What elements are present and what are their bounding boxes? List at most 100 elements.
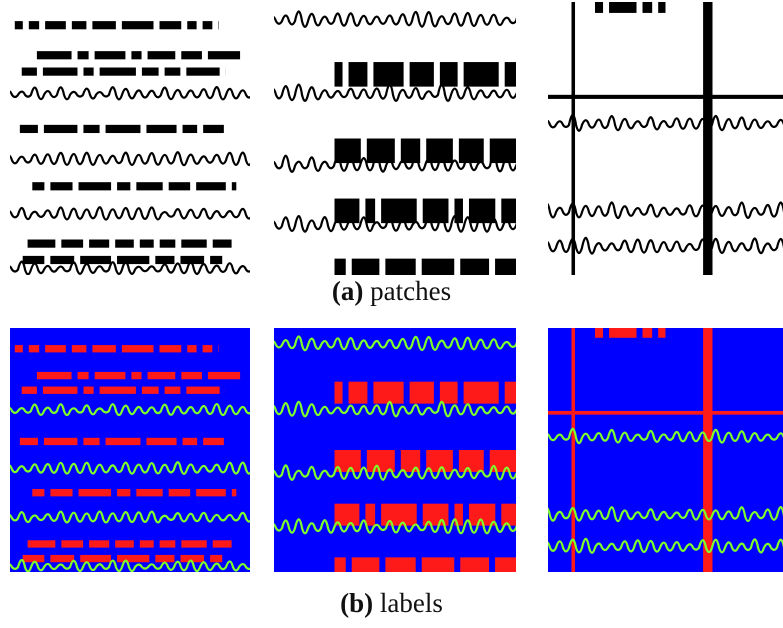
printed-word: [44, 125, 78, 133]
printed-word: [131, 372, 141, 379]
printed-word: [146, 125, 176, 133]
printed-word: [92, 21, 115, 29]
printed-word: [95, 51, 126, 59]
printed-word: [232, 182, 236, 190]
printed-word: [349, 62, 368, 87]
printed-word: [381, 199, 417, 224]
caption-a: (a) patches: [0, 276, 783, 307]
form-line: [548, 95, 783, 99]
caption-b: (b) labels: [0, 588, 783, 619]
printed-word: [160, 240, 176, 248]
printed-word: [45, 345, 66, 352]
patch-background: [10, 2, 250, 275]
printed-word: [122, 21, 154, 29]
printed-word: [196, 489, 226, 496]
form-line: [703, 2, 712, 275]
printed-word: [61, 540, 83, 547]
caption-text: labels: [380, 588, 443, 618]
printed-word: [208, 372, 240, 379]
printed-word: [37, 51, 72, 59]
printed-word: [658, 2, 665, 13]
patch: [269, 2, 529, 283]
printed-word: [115, 540, 134, 547]
printed-word: [117, 256, 149, 264]
printed-word: [459, 139, 484, 164]
patch-content: [5, 2, 265, 275]
printed-word: [32, 489, 44, 496]
patch-background: [10, 328, 250, 572]
printed-word: [160, 345, 182, 352]
form-line: [703, 328, 712, 572]
printed-word: [208, 51, 240, 59]
printed-word: [106, 125, 141, 133]
caption-text: patches: [370, 276, 451, 306]
printed-word: [32, 182, 44, 190]
printed-word: [155, 555, 174, 562]
printed-word: [181, 240, 206, 248]
printed-word: [140, 540, 154, 547]
printed-word: [373, 382, 403, 404]
printed-word: [464, 382, 499, 404]
printed-word: [459, 450, 484, 472]
printed-word: [100, 387, 136, 394]
printed-word: [136, 182, 162, 190]
printed-word: [89, 540, 109, 547]
printed-word: [28, 540, 56, 547]
printed-word: [505, 382, 516, 404]
patch: [543, 328, 783, 572]
printed-word: [335, 382, 343, 404]
printed-word: [203, 21, 213, 29]
printed-word: [80, 555, 111, 562]
printed-word: [20, 125, 38, 133]
printed-word: [183, 438, 198, 445]
printed-word: [186, 68, 219, 76]
form-line: [572, 328, 576, 572]
printed-word: [349, 382, 368, 404]
printed-word: [115, 240, 134, 248]
printed-word: [181, 540, 206, 547]
printed-word: [148, 372, 176, 379]
printed-word: [50, 256, 74, 264]
printed-word: [28, 240, 56, 248]
printed-word: [181, 51, 202, 59]
printed-word: [165, 387, 181, 394]
printed-word: [43, 387, 78, 394]
printed-word: [142, 387, 159, 394]
patch-background: [548, 328, 783, 572]
form-line: [548, 411, 783, 415]
printed-word: [609, 328, 636, 338]
printed-word: [183, 125, 198, 133]
printed-word: [203, 438, 224, 445]
printed-word: [352, 557, 380, 579]
printed-word: [43, 68, 78, 76]
printed-word: [495, 557, 516, 579]
patch: [5, 328, 265, 572]
printed-word: [50, 182, 72, 190]
figure: (a) patches (b) labels: [0, 0, 783, 628]
patch: [269, 328, 529, 579]
printed-word: [460, 557, 489, 579]
printed-word: [187, 345, 196, 352]
printed-word: [609, 2, 636, 13]
printed-word: [140, 240, 154, 248]
printed-word: [79, 489, 112, 496]
patch-images: [0, 0, 783, 628]
printed-word: [643, 328, 653, 338]
printed-word: [22, 387, 37, 394]
printed-word: [146, 438, 176, 445]
printed-word: [440, 382, 458, 404]
printed-word: [89, 240, 109, 248]
printed-word: [61, 240, 83, 248]
caption-label: (a): [332, 276, 363, 306]
printed-word: [80, 256, 111, 264]
printed-word: [106, 438, 141, 445]
patch-content: [269, 328, 529, 579]
patch-content: [543, 328, 783, 572]
printed-word: [165, 68, 181, 76]
printed-word: [385, 557, 415, 579]
printed-word: [440, 62, 458, 87]
printed-word: [83, 68, 93, 76]
printed-word: [78, 372, 89, 379]
printed-word: [29, 345, 39, 352]
printed-word: [72, 21, 87, 29]
